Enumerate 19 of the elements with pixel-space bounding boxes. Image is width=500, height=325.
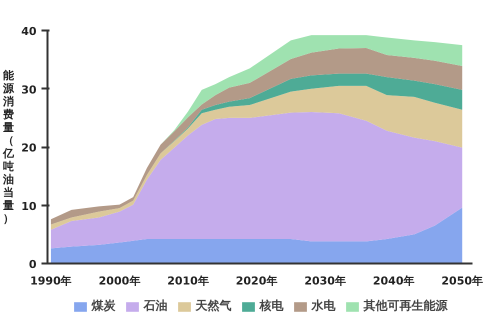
legend-label: 煤炭	[92, 298, 116, 314]
x-tick-label: 2050年	[441, 274, 484, 288]
y-tick-label: 0	[28, 258, 37, 271]
x-tick-label: 2010年	[167, 274, 209, 288]
x-tick-label: 2030年	[304, 274, 346, 288]
legend-label: 水电	[312, 298, 336, 314]
legend-label: 核电	[260, 298, 284, 314]
y-tick-label: 10	[21, 200, 37, 213]
legend-label: 天然气	[196, 298, 232, 314]
legend-label: 其他可再生能源	[364, 298, 448, 314]
y-tick-label: 20	[21, 142, 37, 154]
y-tick-label: 30	[21, 83, 37, 96]
x-tick-label: 2020年	[236, 274, 278, 288]
y-tick-label: 40	[21, 25, 37, 38]
x-tick-label: 2040年	[372, 274, 414, 288]
text: 能源消费量（亿吨油当量）	[3, 69, 14, 225]
x-tick-label: 2000年	[98, 274, 140, 288]
x-tick-label: 1990年	[30, 274, 72, 288]
legend-label: 石油	[144, 298, 168, 314]
